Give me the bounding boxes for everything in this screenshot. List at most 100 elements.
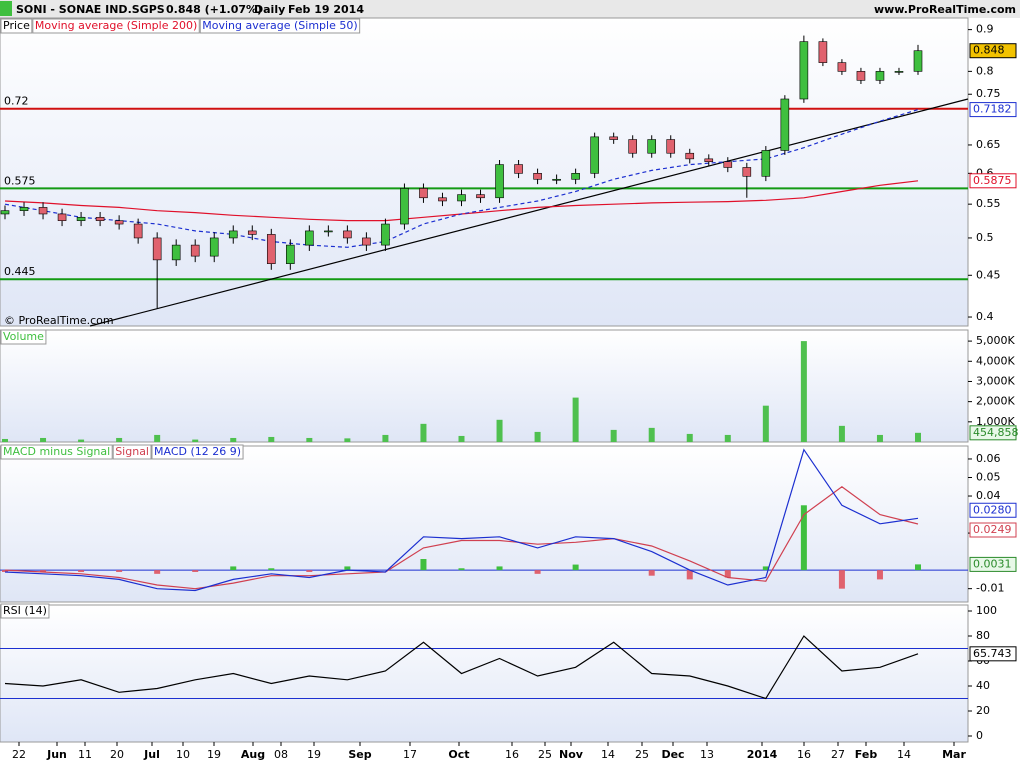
- candle-body: [0, 210, 10, 215]
- histogram-bar: [915, 564, 921, 571]
- volume-bar: [116, 437, 123, 442]
- y-tick-label: 0.04: [976, 489, 1001, 502]
- copyright: © ProRealTime.com: [4, 314, 114, 327]
- logo: [0, 1, 12, 16]
- candle-body: [457, 194, 466, 202]
- candle-body: [247, 230, 257, 235]
- candle-body: [190, 244, 200, 257]
- y-tick-label: 0.45: [976, 268, 1001, 281]
- candle-body: [666, 139, 676, 154]
- candle-body: [628, 139, 637, 154]
- last-value-label: 454,858: [973, 426, 1019, 439]
- y-tick-label: 0: [976, 729, 983, 742]
- rsi-line: [4, 635, 919, 700]
- y-tick-label: 2,000K: [976, 395, 1015, 408]
- candle-body: [837, 62, 847, 72]
- histogram-bar: [496, 566, 503, 571]
- legend-volume: Volume: [3, 330, 44, 343]
- x-tick-label: 25: [538, 748, 552, 761]
- volume-bar: [534, 431, 541, 442]
- volume-bar: [382, 434, 389, 442]
- histogram-bar: [306, 570, 313, 572]
- candle-body: [400, 188, 409, 225]
- histogram-bar: [116, 570, 123, 572]
- candle-body: [571, 173, 580, 180]
- candle-body: [761, 150, 771, 177]
- candle-body: [875, 71, 885, 81]
- histogram-bar: [230, 566, 237, 571]
- volume-bar: [2, 438, 8, 442]
- volume-bar: [762, 405, 769, 442]
- volume-bar: [838, 425, 845, 442]
- volume-bar: [306, 437, 313, 442]
- histogram-bar: [534, 570, 541, 574]
- candle-body: [438, 197, 447, 202]
- volume-bar: [876, 434, 883, 442]
- volume-bar: [648, 427, 655, 442]
- histogram-bar: [420, 559, 427, 571]
- candle-body: [609, 136, 618, 140]
- candle-body: [57, 213, 67, 221]
- y-tick-label: 0.55: [976, 197, 1001, 210]
- candle-body: [723, 161, 733, 168]
- level-label: 0.72: [4, 95, 29, 108]
- last-value-label: 0.848: [973, 44, 1005, 57]
- x-tick-label: Feb: [855, 748, 878, 761]
- y-tick-label: 4,000K: [976, 354, 1015, 367]
- histogram-bar: [154, 570, 161, 574]
- y-tick-label: 40: [976, 679, 990, 692]
- volume-bar: [686, 433, 693, 442]
- y-tick-label: 1,000K: [976, 415, 1015, 428]
- y-tick-label: 0.65: [976, 138, 1001, 151]
- histogram-bar: [724, 570, 731, 578]
- candle-body: [780, 98, 790, 151]
- histogram-bar: [40, 570, 47, 572]
- level-label: 0.445: [4, 265, 36, 278]
- y-tick-label: 20: [976, 704, 990, 717]
- histogram-bar: [648, 570, 655, 576]
- x-tick-label: 16: [797, 748, 811, 761]
- volume-bar: [40, 437, 47, 442]
- y-tick-label: 0.06: [976, 452, 1001, 465]
- candle-body: [362, 237, 371, 246]
- macd-panel: [0, 445, 969, 603]
- x-tick-label: Jul: [143, 748, 160, 761]
- y-tick-label: 0.05: [976, 470, 1001, 483]
- legend-price-box: [0, 18, 33, 34]
- volume-bar: [915, 432, 921, 442]
- legend-series-box: [199, 18, 361, 34]
- x-tick-label: Jun: [46, 748, 67, 761]
- histogram-bar: [344, 566, 351, 571]
- candle-body: [381, 223, 390, 246]
- y-tick-label: 3,000K: [976, 374, 1015, 387]
- candle-body: [704, 158, 714, 163]
- x-tick-label: 22: [12, 748, 26, 761]
- x-tick-label: Sep: [348, 748, 371, 761]
- volume-bar: [724, 434, 731, 442]
- candle-body: [305, 230, 314, 246]
- candle-body: [343, 230, 352, 239]
- histogram-bar: [192, 570, 199, 572]
- volume-bar: [268, 436, 275, 442]
- last-value-label: 0.0280: [973, 503, 1012, 516]
- candle-body: [19, 207, 29, 211]
- histogram-bar: [800, 505, 807, 571]
- last-value-box: [969, 502, 1017, 518]
- legend-histogram-box: [0, 444, 113, 460]
- legend-series: Moving average (Simple 200): [35, 19, 197, 32]
- volume-bar: [192, 439, 199, 442]
- candle-body: [228, 230, 238, 239]
- candle-body: [76, 216, 86, 221]
- period: Daily: [254, 3, 285, 16]
- volume-bar: [458, 435, 465, 442]
- level-label: 0.575: [4, 174, 36, 187]
- x-tick-label: Mar: [942, 748, 966, 761]
- legend-rsi-box: [0, 603, 50, 619]
- candle-body: [647, 139, 657, 154]
- moving-average: [4, 109, 919, 248]
- y-tick-label: -0.01: [976, 582, 1004, 595]
- x-tick-label: Aug: [241, 748, 265, 761]
- last-value-label: 0.0249: [973, 523, 1012, 536]
- x-tick-label: 2014: [747, 748, 778, 761]
- x-tick-label: Dec: [661, 748, 684, 761]
